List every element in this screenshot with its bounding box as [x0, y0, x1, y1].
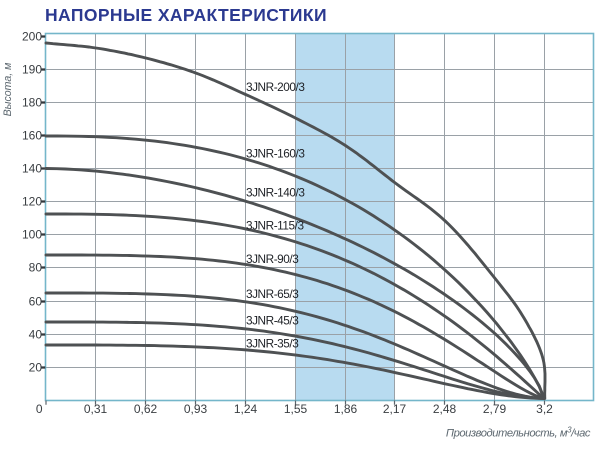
svg-text:3,2: 3,2: [536, 402, 553, 416]
svg-text:1,24: 1,24: [234, 402, 258, 416]
svg-text:3JNR-35/3: 3JNR-35/3: [246, 336, 299, 350]
svg-text:180: 180: [22, 96, 42, 110]
svg-text:3JNR-90/3: 3JNR-90/3: [246, 252, 299, 266]
svg-text:0,93: 0,93: [184, 402, 208, 416]
svg-text:1,86: 1,86: [334, 402, 358, 416]
svg-text:0: 0: [36, 402, 43, 416]
svg-text:3JNR-160/3: 3JNR-160/3: [246, 146, 305, 160]
svg-text:60: 60: [29, 295, 43, 309]
svg-text:3JNR-200/3: 3JNR-200/3: [246, 80, 305, 94]
svg-text:0,31: 0,31: [84, 402, 108, 416]
svg-text:2,17: 2,17: [383, 402, 407, 416]
svg-text:100: 100: [22, 228, 42, 242]
svg-text:190: 190: [22, 63, 42, 77]
svg-text:Производительность, м3/час: Производительность, м3/час: [446, 426, 591, 440]
svg-text:3JNR-140/3: 3JNR-140/3: [246, 185, 305, 199]
svg-text:120: 120: [22, 195, 42, 209]
svg-text:0,62: 0,62: [134, 402, 158, 416]
svg-text:200: 200: [22, 30, 42, 44]
svg-text:80: 80: [29, 261, 43, 275]
svg-text:3JNR-115/3: 3JNR-115/3: [246, 218, 304, 232]
svg-text:2,48: 2,48: [433, 402, 457, 416]
svg-text:Высота, м: Высота, м: [2, 62, 14, 117]
svg-text:160: 160: [22, 129, 42, 143]
svg-text:40: 40: [29, 328, 43, 342]
svg-text:3JNR-45/3: 3JNR-45/3: [246, 313, 299, 327]
svg-text:2,79: 2,79: [483, 402, 507, 416]
svg-text:1,55: 1,55: [284, 402, 308, 416]
svg-text:3JNR-65/3: 3JNR-65/3: [246, 287, 299, 301]
svg-text:20: 20: [29, 361, 43, 375]
svg-text:140: 140: [22, 162, 42, 176]
